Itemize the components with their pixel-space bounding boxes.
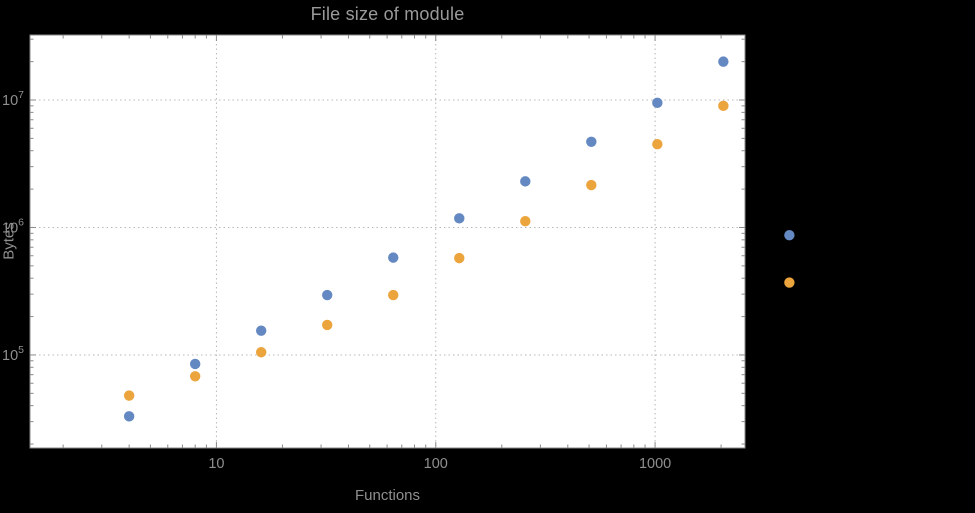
y-tick-label: 105 — [2, 344, 24, 364]
series-orange-point — [586, 179, 597, 191]
series-blue-point — [652, 97, 663, 109]
series-blue-point — [784, 229, 795, 241]
x-tick-label: 10 — [208, 456, 224, 472]
series-blue-point — [189, 358, 201, 370]
series-orange-point — [322, 319, 333, 331]
x-axis-label: Functions — [354, 487, 421, 504]
series-orange-point — [520, 216, 531, 227]
plot-frame — [29, 34, 746, 449]
series-blue-point — [520, 176, 531, 187]
series-blue-point — [586, 136, 597, 148]
series-blue-point — [123, 411, 135, 422]
chart-title: File size of module — [310, 4, 465, 24]
series-orange-point — [652, 139, 663, 150]
plot-area — [30, 35, 745, 448]
y-tick-label: 107 — [2, 89, 24, 109]
series-orange-point — [255, 347, 267, 358]
series-blue-point — [388, 252, 399, 263]
x-tick-label: 100 — [424, 456, 448, 472]
y-tick-label: 106 — [2, 216, 24, 236]
series-blue-point — [255, 325, 267, 336]
series-orange-point — [123, 390, 135, 401]
series-blue-point — [454, 213, 465, 224]
series-blue-point — [718, 56, 729, 67]
x-tick-label: 1000 — [639, 456, 671, 472]
series-orange-point — [718, 100, 729, 112]
series-orange-point — [784, 277, 795, 288]
series-orange-point — [388, 289, 399, 301]
series-orange-point — [454, 252, 465, 264]
series-orange-point — [189, 371, 201, 382]
series-blue-point — [322, 289, 333, 301]
